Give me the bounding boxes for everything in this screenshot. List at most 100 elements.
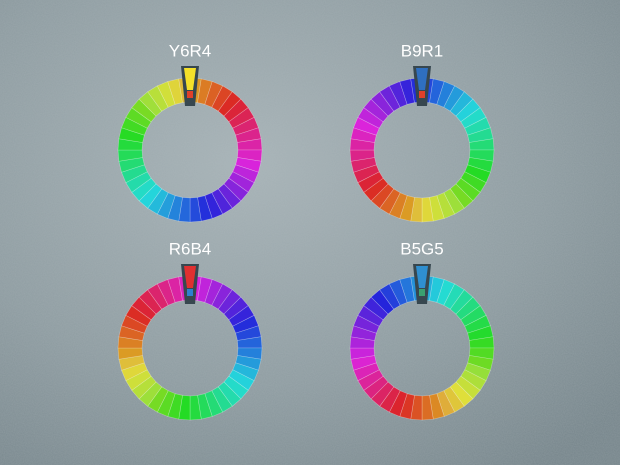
wheel-segment — [455, 98, 481, 123]
wheel-segment — [363, 177, 389, 202]
wheel-segment — [147, 85, 169, 112]
wheel-label: Y6R4 — [169, 41, 212, 60]
wheel-segment — [353, 116, 380, 136]
wheel-segment — [197, 393, 213, 420]
wheel-segment — [223, 177, 249, 202]
wheel-segment — [370, 381, 395, 407]
wheel-segment — [125, 369, 152, 391]
wheel-segment — [357, 171, 384, 193]
wheel-segment — [388, 192, 408, 219]
wheel-segment — [464, 164, 491, 184]
wheel-segment — [197, 195, 213, 222]
marker-top — [184, 266, 196, 288]
wheel-segment — [138, 91, 163, 117]
wheel-segment — [399, 276, 415, 303]
wheel-segment — [237, 149, 263, 162]
wheel-segment — [204, 279, 224, 306]
wheel-segment — [204, 390, 224, 417]
wheel-segment — [370, 183, 395, 209]
wheel-segment — [121, 362, 148, 382]
marker-bottom — [187, 91, 193, 98]
wheel-segment — [388, 81, 408, 108]
wheel-segment — [204, 192, 224, 219]
wheel-label: R6B4 — [169, 239, 212, 258]
wheel-segment — [460, 305, 487, 327]
wheel-segment — [350, 157, 377, 173]
wheel-segment — [118, 355, 145, 371]
wheel-segment — [211, 386, 233, 413]
wheel-segment — [204, 81, 224, 108]
wheel-segment — [464, 116, 491, 136]
wheel-segment — [443, 188, 465, 215]
wheel-segment — [353, 314, 380, 334]
wheel-segment — [237, 347, 263, 360]
wheel-segment — [410, 197, 423, 223]
wheel-segment — [379, 85, 401, 112]
wheel-segment — [217, 381, 242, 407]
wheel-segment — [449, 381, 474, 407]
wheel-segment — [455, 296, 481, 321]
wheels: Y6R4 B9R1 R6B4 B5G5 — [117, 41, 495, 421]
wheel-segment — [436, 390, 456, 417]
wheel-segment — [363, 375, 389, 400]
wheel-label: B9R1 — [401, 41, 444, 60]
wheel-segment — [167, 78, 183, 105]
wheel-segment — [363, 296, 389, 321]
wheel-segment — [147, 283, 169, 310]
wheel-segment — [156, 390, 176, 417]
wheel-segment — [449, 289, 474, 315]
wheel-segment — [156, 192, 176, 219]
marker-top — [416, 266, 428, 288]
marker-top — [184, 68, 196, 90]
wheel-segment — [363, 98, 389, 123]
wheel-segment — [235, 325, 262, 341]
wheel-segment — [138, 381, 163, 407]
wheel-segment — [388, 279, 408, 306]
wheel-segment — [232, 164, 259, 184]
color-wheel: B9R1 — [349, 41, 495, 223]
color-wheel: B5G5 — [349, 239, 495, 421]
wheel-segment — [460, 107, 487, 129]
wheel-segment — [138, 289, 163, 315]
wheel-segment — [379, 283, 401, 310]
marker-bottom — [419, 91, 425, 98]
wheel-segment — [117, 336, 143, 349]
wheel-segment — [467, 127, 494, 143]
wheel-label: B5G5 — [400, 239, 443, 258]
wheel-segment — [217, 289, 242, 315]
wheel-segment — [223, 98, 249, 123]
wheel-segment — [223, 296, 249, 321]
wheel-segment — [357, 369, 384, 391]
wheel-segment — [232, 314, 259, 334]
wheel-segment — [131, 296, 157, 321]
wheel-segment — [228, 107, 255, 129]
wheel-segment — [370, 289, 395, 315]
wheel-segment — [436, 279, 456, 306]
color-wheel: Y6R4 — [117, 41, 263, 223]
wheel-segment — [235, 127, 262, 143]
wheel-segment — [455, 177, 481, 202]
wheel-segment — [388, 390, 408, 417]
wheel-segment — [370, 91, 395, 117]
wheel-segment — [455, 375, 481, 400]
marker-bottom — [187, 289, 193, 296]
wheel-segment — [436, 192, 456, 219]
wheel-segment — [118, 157, 145, 173]
wheel-segment — [131, 177, 157, 202]
wheel-segment — [125, 171, 152, 193]
wheel-segment — [217, 183, 242, 209]
wheel-segment — [156, 81, 176, 108]
wheel-segment — [232, 362, 259, 382]
wheel-segment — [117, 138, 143, 151]
wheel-segment — [350, 355, 377, 371]
wheel-segment — [131, 375, 157, 400]
wheel-segment — [178, 197, 191, 223]
wheel-segment — [429, 393, 445, 420]
wheel-segment — [464, 314, 491, 334]
wheel-segment — [156, 279, 176, 306]
wheel-segment — [167, 276, 183, 303]
wheel-segment — [211, 188, 233, 215]
wheel-segment — [121, 116, 148, 136]
